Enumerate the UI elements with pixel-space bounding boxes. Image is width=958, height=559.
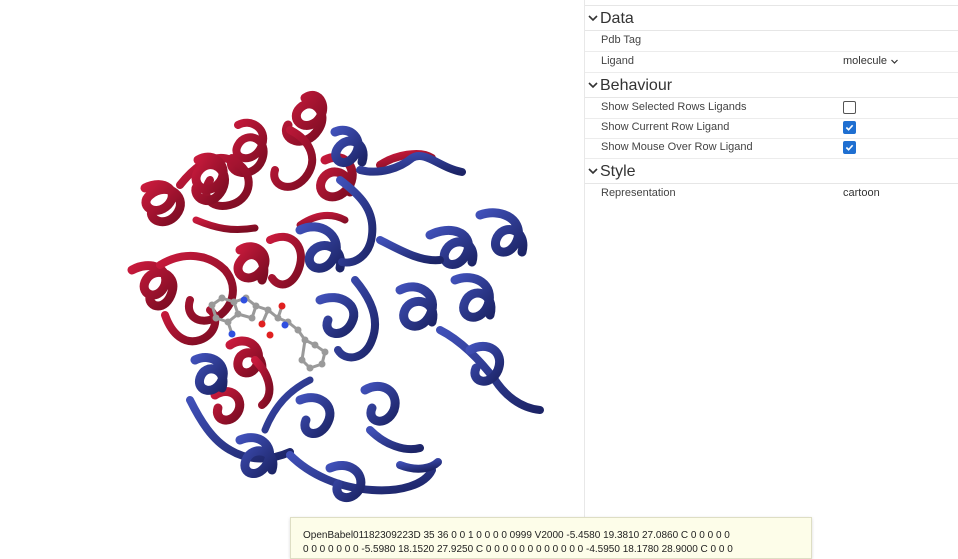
tooltip-line-1: OpenBabel01182309223D 35 36 0 0 1 0 0 0 … — [303, 530, 730, 541]
representation-value[interactable]: cartoon — [843, 187, 880, 199]
show-current-checkbox[interactable] — [843, 121, 856, 134]
chain-a-ribbon — [127, 91, 436, 425]
check-icon — [845, 144, 854, 151]
check-icon — [845, 124, 854, 131]
section-rule — [585, 97, 958, 98]
property-row-show-selected[interactable]: Show Selected Rows Ligands — [585, 98, 958, 119]
show-mouse-over-label: Show Mouse Over Row Ligand — [601, 141, 753, 153]
properties-panel: Data Pdb Tag Ligand molecule Behaviour S… — [585, 0, 958, 551]
show-selected-checkbox[interactable] — [843, 101, 856, 114]
section-data-header[interactable]: Data — [585, 9, 958, 31]
section-behaviour-header[interactable]: Behaviour — [585, 76, 958, 98]
section-rule — [585, 183, 958, 184]
section-behaviour-title: Behaviour — [600, 77, 673, 94]
property-row-ligand[interactable]: Ligand molecule — [585, 52, 958, 73]
show-current-label: Show Current Row Ligand — [601, 121, 730, 133]
property-row-show-current[interactable]: Show Current Row Ligand — [585, 118, 958, 139]
ligand-molecule — [208, 294, 329, 372]
ligand-label: Ligand — [601, 55, 635, 67]
show-selected-label: Show Selected Rows Ligands — [601, 101, 747, 113]
property-row-show-mouse-over[interactable]: Show Mouse Over Row Ligand — [585, 138, 958, 159]
section-style-header[interactable]: Style — [585, 162, 958, 184]
section-data-title: Data — [600, 10, 634, 27]
chain-b-ribbon — [186, 125, 544, 502]
protein-structure-render — [127, 91, 544, 502]
representation-label: Representation — [601, 187, 676, 199]
property-row-representation[interactable]: Representation cartoon — [585, 184, 958, 204]
ligand-dropdown[interactable]: molecule — [843, 55, 899, 67]
pdb-tag-label: Pdb Tag — [601, 34, 642, 46]
ligand-tooltip: OpenBabel01182309223D 35 36 0 0 1 0 0 0 … — [290, 517, 812, 559]
section-rule — [585, 30, 958, 31]
chevron-down-icon — [891, 59, 898, 64]
show-mouse-over-checkbox[interactable] — [843, 141, 856, 154]
chevron-down-icon[interactable] — [587, 12, 599, 24]
panel-divider — [584, 0, 585, 551]
tooltip-line-2: 0 0 0 0 0 0 0 -5.5980 18.1520 27.9250 C … — [303, 544, 733, 555]
molecule-viewer[interactable] — [0, 0, 584, 551]
chevron-down-icon[interactable] — [587, 165, 599, 177]
ligand-dropdown-value: molecule — [843, 55, 888, 67]
chevron-down-icon[interactable] — [587, 79, 599, 91]
section-style-title: Style — [600, 163, 636, 180]
property-row-pdb-tag[interactable]: Pdb Tag — [585, 31, 958, 52]
panel-top-rule — [585, 5, 958, 6]
